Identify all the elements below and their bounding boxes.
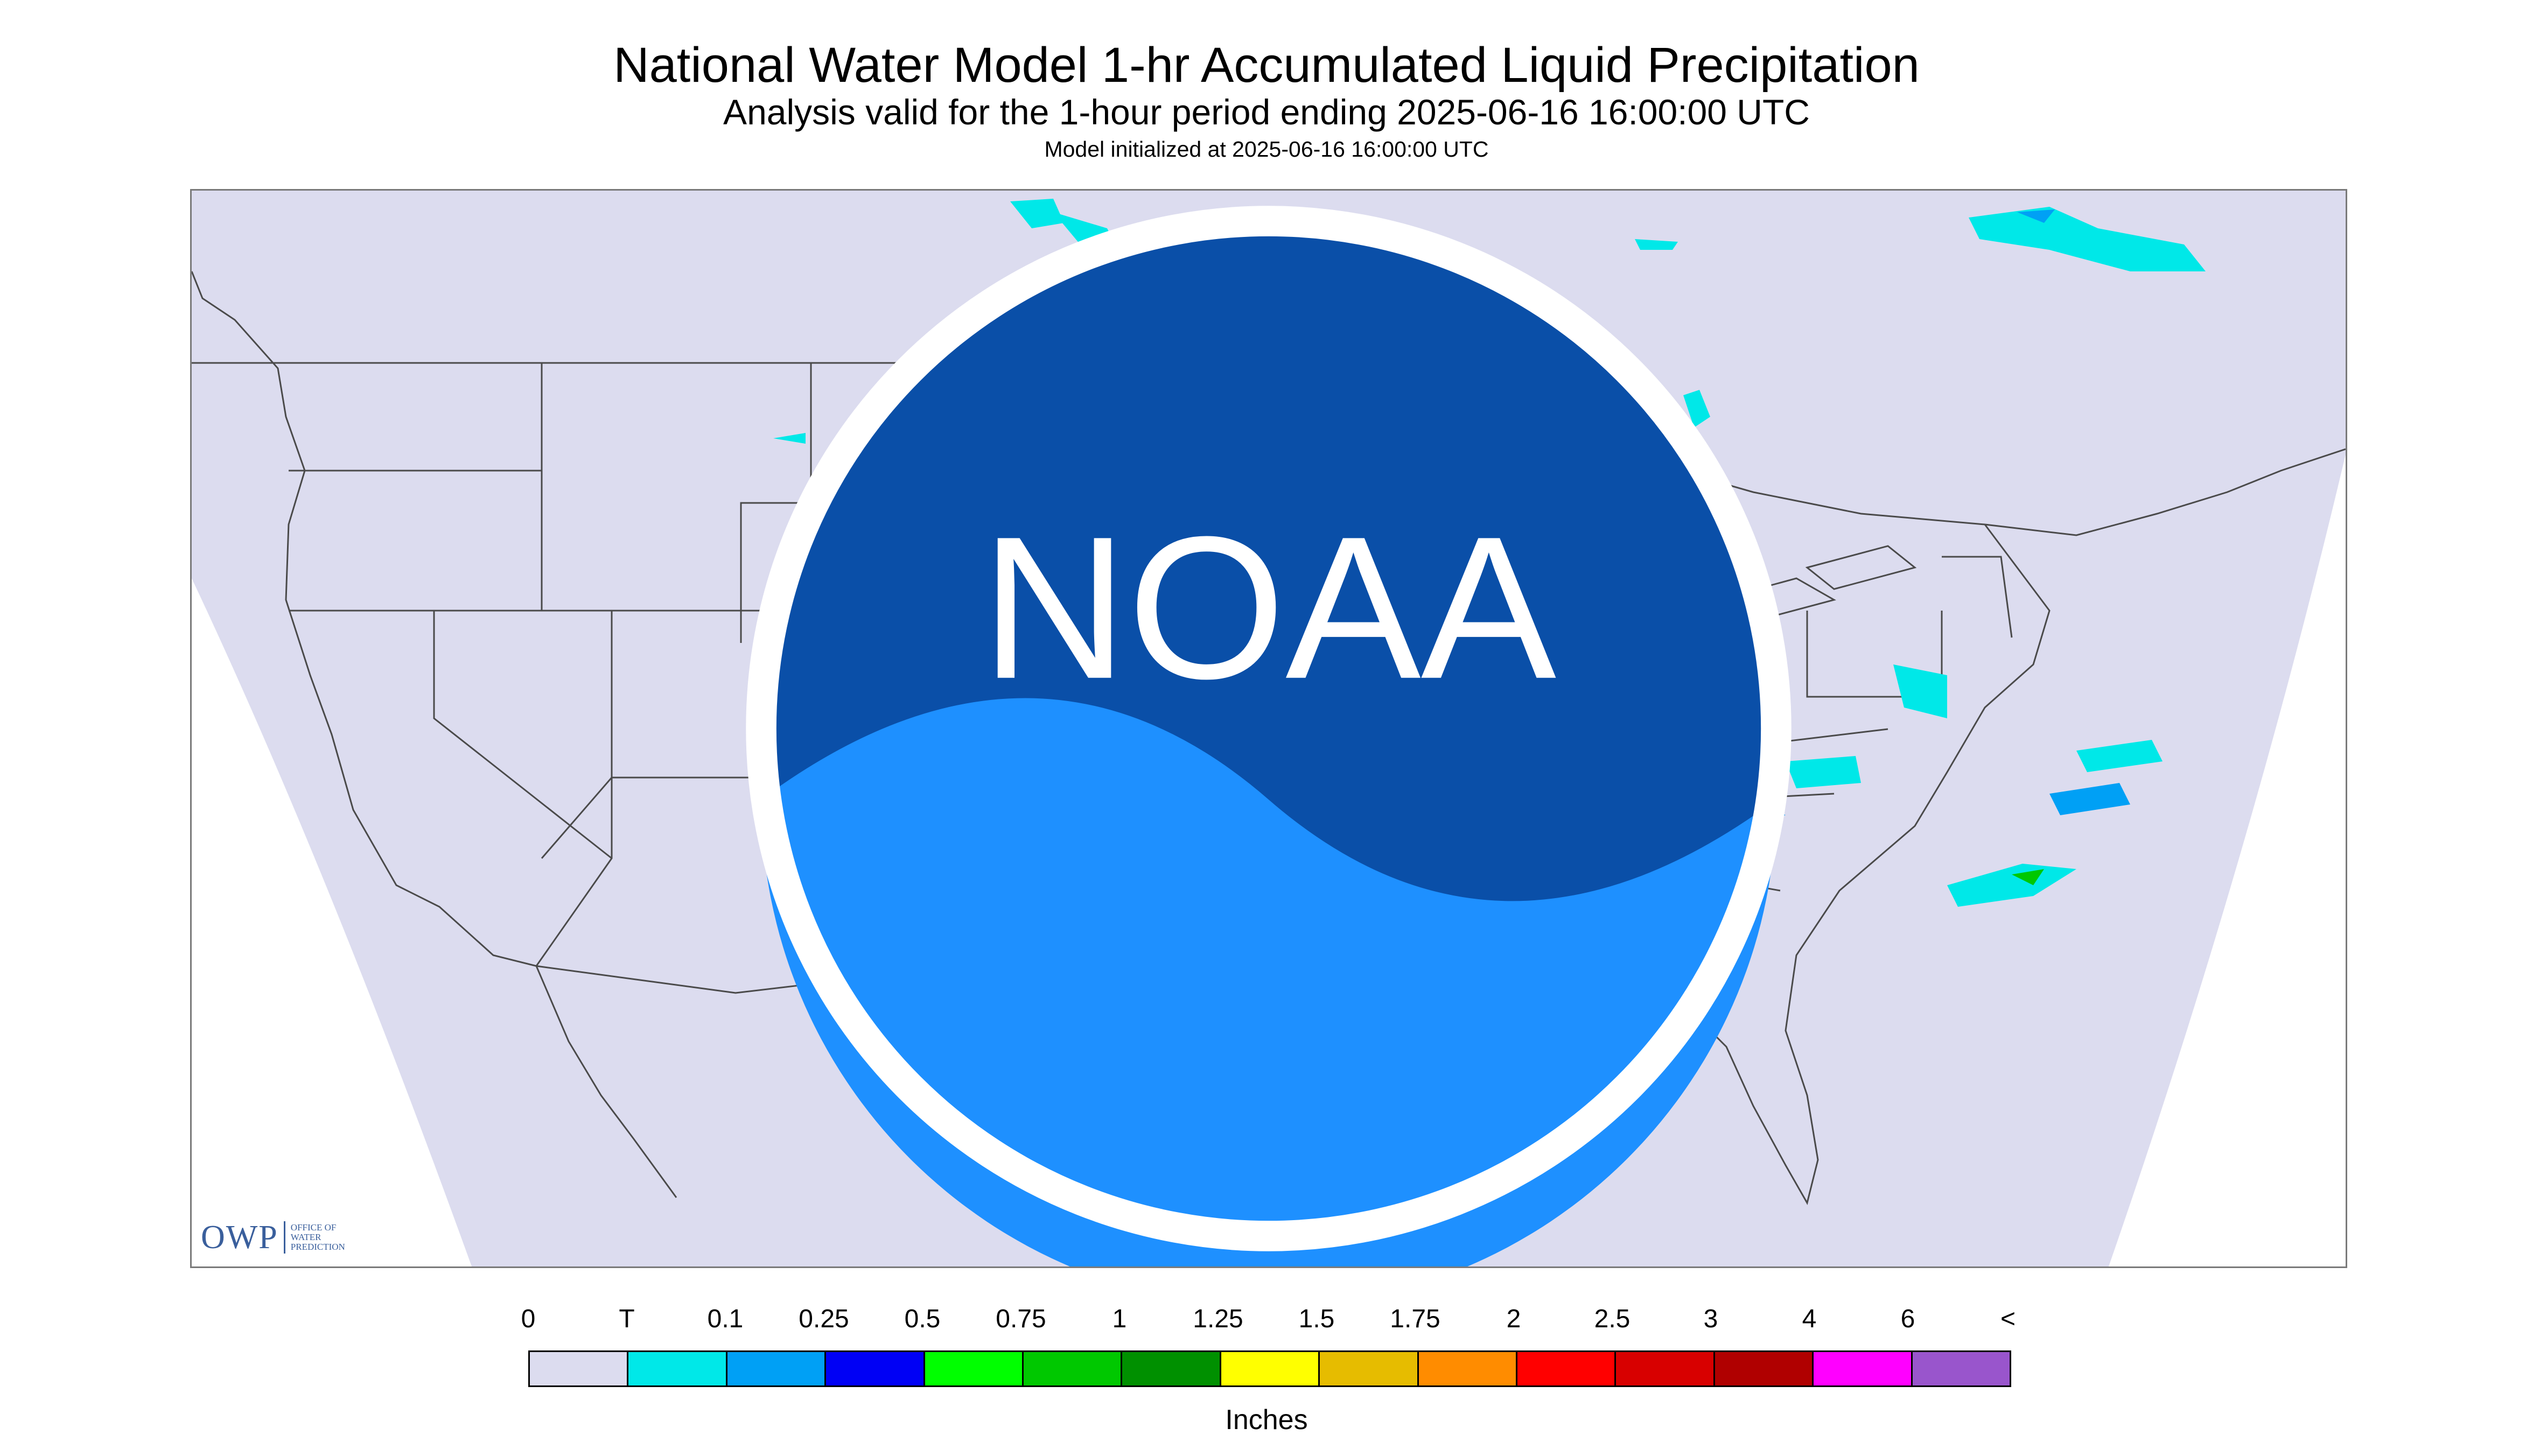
legend-label-12: 3 bbox=[1703, 1305, 1718, 1333]
model-init-line: Model initialized at 2025-06-16 16:00:00… bbox=[1044, 137, 1489, 162]
legend-swatch bbox=[1715, 1352, 1814, 1385]
legend-swatch bbox=[1320, 1352, 1419, 1385]
legend-swatch bbox=[727, 1352, 827, 1385]
legend-labels: 0 T 0.1 0.25 0.5 0.75 1 1.25 1.5 1.75 2 … bbox=[0, 1303, 2533, 1335]
legend-swatch bbox=[826, 1352, 925, 1385]
legend-units: Inches bbox=[1225, 1404, 1308, 1436]
legend-swatch bbox=[530, 1352, 629, 1385]
legend-label-5: 0.75 bbox=[996, 1305, 1046, 1333]
legend-label-14: 6 bbox=[1900, 1305, 1915, 1333]
legend-color-bar bbox=[528, 1350, 2011, 1387]
legend-swatch bbox=[1122, 1352, 1221, 1385]
legend-swatch bbox=[1024, 1352, 1123, 1385]
legend-label-15: < bbox=[2000, 1305, 2016, 1333]
map-subtitle: Analysis valid for the 1-hour period end… bbox=[723, 92, 1810, 132]
legend-label-6: 1 bbox=[1112, 1305, 1127, 1333]
legend-label-11: 2.5 bbox=[1594, 1305, 1631, 1333]
noaa-logo-icon: NOAA bbox=[746, 206, 1792, 1266]
legend-swatch bbox=[1418, 1352, 1518, 1385]
legend-label-4: 0.5 bbox=[904, 1305, 941, 1333]
legend-label-13: 4 bbox=[1802, 1305, 1817, 1333]
owp-logo: OWP OFFICE OF WATER PREDICTION bbox=[201, 1218, 345, 1257]
precipitation-map: OWP OFFICE OF WATER PREDICTION NOAA bbox=[190, 189, 2347, 1268]
legend-swatch bbox=[1221, 1352, 1320, 1385]
owp-logo-divider bbox=[283, 1221, 285, 1254]
legend-label-2: 0.1 bbox=[707, 1305, 744, 1333]
legend-label-0: 0 bbox=[521, 1305, 536, 1333]
legend-label-7: 1.25 bbox=[1193, 1305, 1243, 1333]
map-title: National Water Model 1-hr Accumulated Li… bbox=[613, 38, 1920, 93]
noaa-logo-text: NOAA bbox=[981, 494, 1557, 721]
owp-logo-text: OWP bbox=[201, 1219, 278, 1256]
owp-logo-subtext: OFFICE OF WATER PREDICTION bbox=[290, 1222, 345, 1252]
legend-swatch bbox=[1912, 1352, 2010, 1385]
legend-label-8: 1.5 bbox=[1298, 1305, 1335, 1333]
legend-swatch bbox=[925, 1352, 1024, 1385]
legend-label-9: 1.75 bbox=[1390, 1305, 1440, 1333]
legend-label-1: T bbox=[619, 1305, 635, 1333]
legend-swatch bbox=[1517, 1352, 1617, 1385]
legend-swatch bbox=[1814, 1352, 1913, 1385]
legend-label-3: 0.25 bbox=[799, 1305, 849, 1333]
legend-swatch bbox=[628, 1352, 727, 1385]
legend-swatch bbox=[1616, 1352, 1715, 1385]
legend-label-10: 2 bbox=[1506, 1305, 1521, 1333]
